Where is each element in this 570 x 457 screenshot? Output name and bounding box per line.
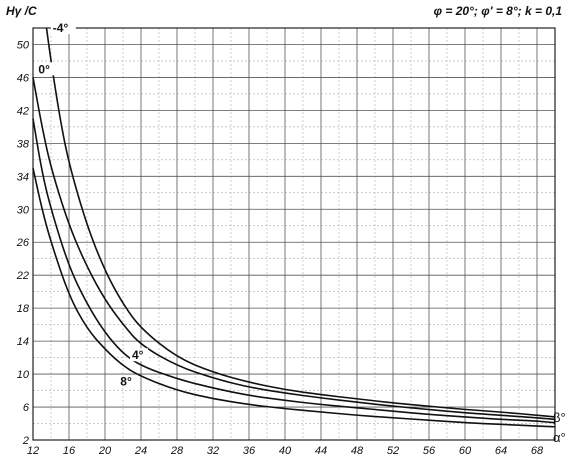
series-curve — [45, 27, 556, 418]
y-tick-label: 18 — [17, 303, 30, 315]
series-label: -4° — [53, 21, 69, 35]
x-tick-label: 48 — [351, 445, 364, 457]
x-tick-label: 56 — [423, 445, 436, 457]
curves — [32, 27, 556, 428]
x-tick-label: 28 — [170, 445, 184, 457]
y-tick-label: 30 — [17, 204, 30, 216]
x-tick-label: 44 — [315, 445, 327, 457]
series-label: 0° — [38, 62, 50, 76]
x-tick-label: 32 — [207, 445, 219, 457]
y-tick-label: 14 — [17, 336, 29, 348]
x-tick-label: 36 — [243, 445, 256, 457]
y-tick-label: 38 — [17, 138, 30, 150]
y-tick-label: 22 — [16, 270, 29, 282]
x-tick-label: 16 — [63, 445, 76, 457]
grid — [32, 27, 556, 441]
x-tick-label: 12 — [27, 445, 39, 457]
series-label-bg — [118, 374, 137, 388]
series-curve — [32, 167, 556, 428]
tick-labels: 12 16 20 24 28 32 36 40 44 48 52 56 60 64 682610141822… — [16, 39, 544, 457]
y-tick-label: 2 — [22, 435, 29, 447]
beta-axis-label: β° — [553, 410, 566, 425]
x-tick-label: 64 — [495, 445, 507, 457]
x-tick-label: 60 — [459, 445, 472, 457]
series-label-bg — [36, 62, 55, 76]
y-tick-label: 34 — [17, 171, 29, 183]
y-tick-label: 26 — [16, 237, 30, 249]
series-label: 4° — [132, 348, 144, 362]
y-axis-label: Hγ /C — [6, 4, 37, 18]
y-tick-label: 50 — [17, 39, 30, 51]
y-tick-label: 42 — [17, 105, 29, 117]
x-tick-label: 68 — [531, 445, 544, 457]
x-tick-label: 52 — [387, 445, 399, 457]
parameters-label: φ = 20°; φ' = 8°; k = 0,1 — [433, 4, 562, 18]
y-tick-label: 6 — [23, 402, 30, 414]
series-label: 8° — [120, 375, 132, 389]
y-tick-label: 10 — [17, 369, 30, 381]
series-label-bg — [50, 21, 76, 35]
plot-frame — [32, 27, 556, 441]
x-tick-label: 20 — [98, 445, 112, 457]
x-axis-label: α° — [553, 430, 566, 445]
y-tick-label: 46 — [17, 72, 30, 84]
series-labels: -4° 0° 4°8° — [36, 21, 148, 389]
series-curve — [32, 77, 556, 421]
x-tick-label: 40 — [279, 445, 292, 457]
x-tick-label: 24 — [134, 445, 147, 457]
series-curve — [32, 118, 556, 424]
series-label-bg — [130, 348, 148, 362]
